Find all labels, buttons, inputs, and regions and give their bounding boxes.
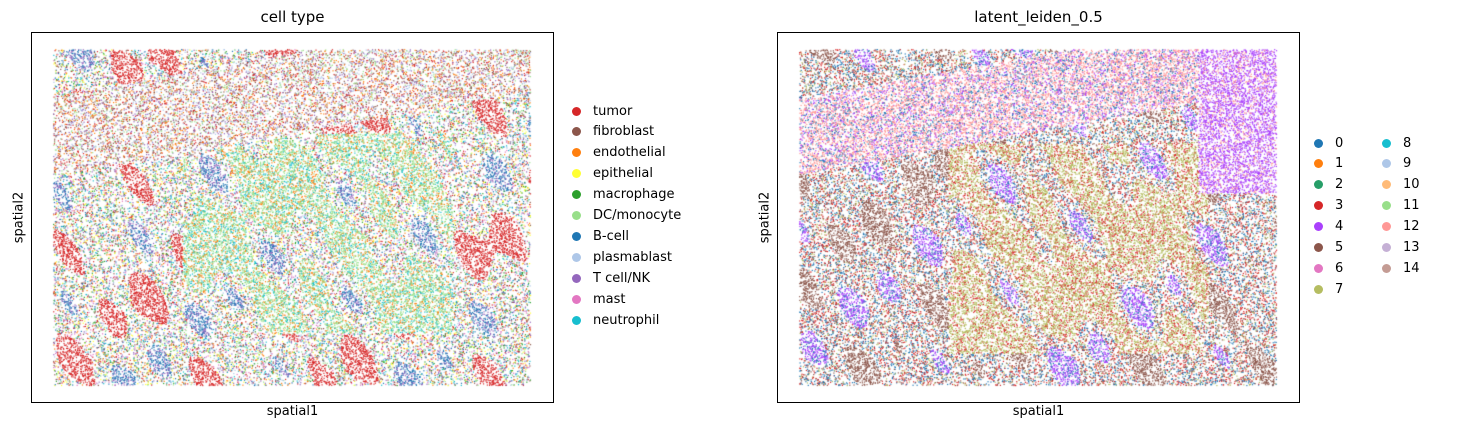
scatter-points <box>32 33 553 402</box>
legend-marker <box>1382 201 1391 211</box>
legend-label: 9 <box>1403 156 1412 172</box>
legend-label: 14 <box>1403 260 1420 276</box>
legend-item: 6 <box>1314 259 1343 277</box>
legend-label: macrophage <box>593 187 675 203</box>
legend-label: 7 <box>1335 281 1344 297</box>
legend-item: 3 <box>1314 197 1343 215</box>
plot-area <box>777 32 1300 403</box>
legend-marker <box>572 252 581 262</box>
legend-label: neutrophil <box>593 312 660 328</box>
legend-item: DC/monocyte <box>572 207 681 225</box>
legend-marker <box>1314 180 1323 190</box>
chart-title: latent_leiden_0.5 <box>974 8 1103 26</box>
legend-item: 0 <box>1314 134 1343 152</box>
legend-marker <box>572 315 581 325</box>
legend-item: 7 <box>1314 280 1343 298</box>
legend-marker <box>1314 138 1323 148</box>
legend-item: neutrophil <box>572 311 659 329</box>
legend-item: T cell/NK <box>572 269 650 287</box>
legend-item: 2 <box>1314 176 1343 194</box>
legend-marker <box>1382 263 1391 273</box>
legend-marker <box>572 294 581 304</box>
legend-item: fibroblast <box>572 123 654 141</box>
chart-title: cell type <box>260 8 325 26</box>
x-axis-label: spatial1 <box>266 404 319 419</box>
scatter-points <box>778 33 1299 402</box>
legend-label: T cell/NK <box>593 270 651 286</box>
legend-marker <box>572 148 581 158</box>
legend-item: 14 <box>1382 259 1420 277</box>
legend-item: 10 <box>1382 176 1420 194</box>
legend-item: 11 <box>1382 197 1420 215</box>
legend-label: epithelial <box>593 166 653 182</box>
legend-label: 1 <box>1335 156 1344 172</box>
legend-label: 2 <box>1335 177 1344 193</box>
legend-label: B-cell <box>593 228 629 244</box>
legend-marker <box>1382 243 1391 252</box>
legend-marker <box>572 273 581 283</box>
legend-marker <box>572 211 581 220</box>
legend-marker <box>1314 222 1323 232</box>
legend-item: 12 <box>1382 218 1420 236</box>
legend-marker <box>1314 201 1323 211</box>
legend-item: mast <box>572 290 626 308</box>
legend-marker <box>572 231 581 241</box>
legend-item: endothelial <box>572 144 666 162</box>
legend-item: 5 <box>1314 239 1343 257</box>
legend-label: 6 <box>1335 260 1344 276</box>
legend-label: mast <box>593 291 626 307</box>
legend-label: 3 <box>1335 198 1344 214</box>
legend-label: tumor <box>593 103 633 119</box>
legend-label: 13 <box>1403 240 1420 255</box>
legend-label: 10 <box>1403 177 1420 193</box>
y-axis-label: spatial2 <box>757 191 773 244</box>
legend-label: 8 <box>1403 135 1412 151</box>
legend-marker <box>1314 263 1323 273</box>
legend-marker <box>1314 159 1323 169</box>
legend-marker <box>572 190 581 200</box>
legend-marker <box>1314 243 1323 252</box>
legend-item: 9 <box>1382 155 1411 173</box>
legend-item: tumor <box>572 102 632 120</box>
legend-item: epithelial <box>572 165 653 183</box>
legend-marker <box>1382 222 1391 232</box>
legend-item: 8 <box>1382 134 1411 152</box>
legend-item: B-cell <box>572 227 629 245</box>
legend-item: macrophage <box>572 186 675 204</box>
legend-marker <box>1314 284 1323 294</box>
legend-label: DC/monocyte <box>593 208 682 223</box>
plot-area <box>31 32 554 403</box>
legend-label: plasmablast <box>593 249 672 265</box>
legend-marker <box>1382 138 1391 148</box>
legend-item: plasmablast <box>572 248 672 266</box>
legend-marker <box>572 169 581 179</box>
y-axis-label: spatial2 <box>11 191 27 244</box>
legend-marker <box>1382 159 1391 169</box>
legend-label: fibroblast <box>593 124 655 140</box>
legend-label: 5 <box>1335 240 1344 255</box>
legend-marker <box>1382 180 1391 190</box>
x-axis-label: spatial1 <box>1012 404 1065 419</box>
legend-marker <box>572 127 581 137</box>
legend-label: 4 <box>1335 219 1344 235</box>
legend-marker <box>572 106 581 116</box>
legend-label: 0 <box>1335 135 1344 151</box>
legend-label: 12 <box>1403 219 1420 235</box>
legend-item: 13 <box>1382 239 1420 257</box>
legend-item: 4 <box>1314 218 1343 236</box>
legend-item: 1 <box>1314 155 1343 173</box>
legend-label: 11 <box>1403 198 1420 214</box>
legend-label: endothelial <box>593 145 666 161</box>
